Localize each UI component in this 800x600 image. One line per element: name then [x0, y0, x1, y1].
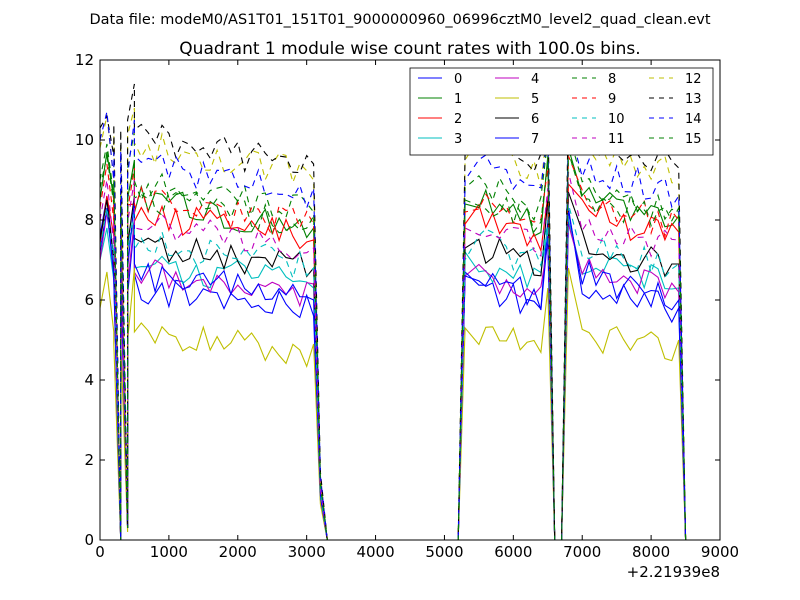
legend-label-7: 7	[531, 132, 539, 147]
series-2-line	[99, 182, 687, 541]
series-6-line	[99, 191, 687, 541]
series-4-line	[99, 211, 687, 541]
series-9-line	[99, 155, 687, 541]
x-offset-label: +2.21939e8	[627, 563, 720, 581]
x-tick-label: 8000	[632, 543, 670, 561]
y-tick-label: 2	[84, 451, 94, 469]
y-tick-label: 4	[84, 371, 94, 389]
figure-suptitle: Data file: modeM0/AS1T01_151T01_90000009…	[89, 12, 710, 28]
x-tick-label: 5000	[425, 543, 463, 561]
series-7-line	[99, 199, 687, 541]
series-3-line	[99, 219, 687, 541]
legend-label-10: 10	[608, 112, 625, 127]
y-tick-label: 8	[84, 211, 94, 229]
legend-label-15: 15	[685, 132, 702, 147]
legend-label-9: 9	[608, 92, 616, 107]
legend-label-11: 11	[608, 132, 625, 147]
legend-label-6: 6	[531, 112, 539, 127]
legend-label-13: 13	[685, 92, 702, 107]
legend-box	[409, 67, 714, 156]
x-tick-label: 0	[95, 543, 105, 561]
x-tick-label: 7000	[563, 543, 601, 561]
series-15-line	[99, 151, 687, 541]
x-tick-label: 1000	[150, 543, 188, 561]
series-layer	[99, 83, 687, 541]
x-tick-label: 4000	[356, 543, 394, 561]
legend-label-4: 4	[531, 72, 539, 87]
x-tick-label: 3000	[288, 543, 326, 561]
legend-label-5: 5	[531, 92, 539, 107]
legend-label-3: 3	[454, 132, 462, 147]
legend-label-2: 2	[454, 112, 462, 127]
y-tick-label: 12	[75, 51, 94, 69]
series-14-line	[99, 111, 687, 541]
y-tick-label: 6	[84, 291, 94, 309]
x-tick-label: 9000	[701, 543, 739, 561]
y-tick-label: 0	[84, 531, 94, 549]
legend-label-8: 8	[608, 72, 616, 87]
x-tick-label: 2000	[219, 543, 257, 561]
legend-label-14: 14	[685, 112, 702, 127]
series-12-line	[99, 107, 687, 541]
series-8-line	[99, 131, 687, 541]
series-5-line	[99, 267, 687, 541]
x-tick-label: 6000	[494, 543, 532, 561]
chart-title: Quadrant 1 module wise count rates with …	[179, 39, 640, 59]
ticks-layer: 0 1000 2000 3000 4000 5000 6000 7000 8000 9000 0 2 4…	[75, 51, 739, 561]
legend-label-1: 1	[454, 92, 462, 107]
y-tick-label: 10	[75, 131, 94, 149]
legend-label-12: 12	[685, 72, 702, 87]
series-11-line	[99, 171, 687, 541]
legend-label-0: 0	[454, 72, 462, 87]
series-0-line	[99, 195, 687, 541]
